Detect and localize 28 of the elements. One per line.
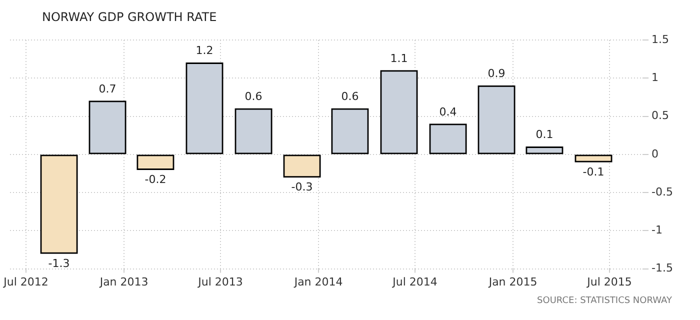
y-tick-label: -0.5 [652, 185, 674, 198]
x-tick-label: Jan 2013 [98, 275, 148, 288]
x-tick-label: Jul 2014 [392, 275, 438, 288]
data-label: 1.2 [196, 44, 214, 58]
y-tick-label: 1.5 [652, 32, 670, 46]
data-label: 0.6 [341, 90, 359, 103]
data-label: 1.1 [390, 52, 408, 65]
data-label: 0.7 [98, 82, 116, 96]
y-tick-label: -1.5 [652, 262, 674, 275]
x-tick-label: Jul 2012 [2, 275, 48, 288]
source-note: SOURCE: STATISTICS NORWAY [537, 296, 672, 306]
y-tick-label: 0 [652, 147, 659, 160]
data-label: -1.3 [48, 256, 70, 270]
data-label: 0.6 [244, 90, 262, 103]
data-label: -0.2 [144, 173, 166, 186]
x-tick-label: Jul 2013 [197, 275, 243, 288]
x-tick-label: Jul 2015 [586, 275, 632, 288]
data-label: 0.9 [488, 67, 506, 80]
data-label: -0.3 [291, 180, 313, 194]
chart-title: NORWAY GDP GROWTH RATE [42, 10, 217, 24]
x-tick-label: Jan 2015 [488, 275, 538, 288]
x-tick-label: Jan 2014 [293, 275, 343, 288]
y-tick-label: -1 [652, 224, 663, 237]
y-tick-label: 1 [652, 70, 659, 84]
data-label: 0.1 [536, 128, 554, 142]
data-label: -0.1 [582, 165, 604, 178]
data-label: 0.4 [439, 105, 457, 118]
y-tick-label: 0.5 [652, 109, 670, 122]
